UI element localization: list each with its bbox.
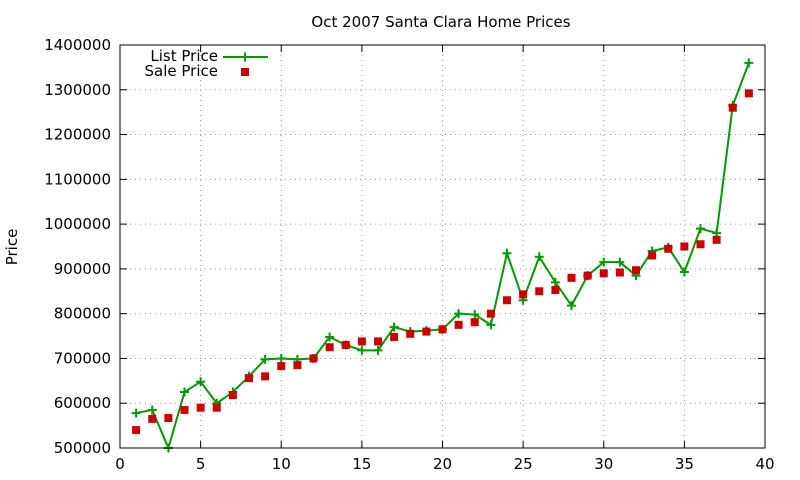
list-price-point <box>470 310 480 320</box>
sale-price-point <box>341 341 350 350</box>
y-tick-label: 1400000 <box>44 36 111 54</box>
list-price-point <box>696 224 705 234</box>
list-price-point <box>502 248 512 258</box>
list-price-point <box>550 277 560 287</box>
x-tick-label: 30 <box>594 455 613 473</box>
sale-price-point <box>744 89 753 98</box>
list-price-point <box>276 353 286 363</box>
sale-price-point <box>325 343 334 352</box>
y-tick-label: 1100000 <box>44 170 111 188</box>
series <box>131 58 754 453</box>
sale-price-point <box>148 414 157 423</box>
legend-marker-sale-price <box>241 68 249 76</box>
sale-price-point <box>615 268 624 277</box>
y-axis-label: Price <box>3 229 21 266</box>
sale-price-point <box>261 372 270 381</box>
sale-price-point <box>293 361 302 370</box>
sale-price-point <box>422 327 431 336</box>
sale-price-point <box>470 318 479 327</box>
sale-price-point <box>245 374 253 383</box>
sale-price-point <box>486 309 495 318</box>
sale-price-point <box>438 325 447 334</box>
sale-price-point <box>454 320 463 329</box>
sale-price-point <box>664 244 673 253</box>
sale-price-point <box>567 273 576 282</box>
sale-price-point <box>519 290 528 299</box>
axis-ticks: 500000 600000 700000 800000 900000 1000000 110… <box>44 36 774 473</box>
x-tick-label: 40 <box>755 455 774 473</box>
sale-price-point <box>164 413 173 422</box>
sale-price-point <box>696 240 705 249</box>
sale-price-point <box>180 405 189 414</box>
x-tick-label: 0 <box>115 455 125 473</box>
list-price-point <box>131 408 141 418</box>
x-tick-label: 5 <box>196 455 206 473</box>
sale-price-point <box>406 329 415 338</box>
x-tick-label: 10 <box>272 455 291 473</box>
list-price-point <box>679 267 689 277</box>
list-price-point <box>147 405 157 415</box>
plot-frame <box>119 44 766 449</box>
list-price-point <box>454 309 464 319</box>
sale-price-point <box>277 362 286 371</box>
sale-price-point <box>583 271 592 280</box>
sale-price-point <box>648 251 657 260</box>
list-price-point <box>534 252 544 262</box>
sale-price-point <box>390 332 399 341</box>
list-price-point <box>486 320 496 330</box>
list-price-point <box>599 257 609 267</box>
list-price-point <box>744 58 754 68</box>
y-tick-label: 500000 <box>54 439 111 457</box>
series-sale-price <box>132 89 753 435</box>
y-tick-label: 700000 <box>54 349 111 367</box>
list-price-point <box>260 354 270 364</box>
x-tick-label: 15 <box>352 455 371 473</box>
list-price-point <box>180 387 189 397</box>
sale-price-point <box>632 266 640 275</box>
sale-price-point <box>599 269 608 278</box>
x-tick-label: 20 <box>433 455 452 473</box>
y-tick-label: 1200000 <box>44 126 111 144</box>
sale-price-point <box>212 403 221 412</box>
x-tick-label: 35 <box>675 455 694 473</box>
legend-label-sale-price: Sale Price <box>145 62 218 80</box>
sale-price-point <box>357 337 366 346</box>
list-price-point <box>389 322 399 332</box>
x-tick-label: 25 <box>514 455 533 473</box>
sale-price-point <box>551 285 560 294</box>
y-tick-label: 900000 <box>54 260 111 278</box>
legend-item-sale-price: Sale Price <box>145 62 249 80</box>
y-tick-label: 1300000 <box>44 81 111 99</box>
legend-marker-list-price <box>240 52 250 62</box>
list-price-point <box>357 345 367 355</box>
list-price-point <box>373 345 383 355</box>
sale-price-point <box>374 337 382 346</box>
sale-price-point <box>728 103 737 112</box>
chart-title: Oct 2007 Santa Clara Home Prices <box>311 13 570 31</box>
sale-price-point <box>309 354 318 363</box>
list-price-point <box>196 377 206 387</box>
sale-price-point <box>132 426 141 435</box>
legend-item-list-price: List Price <box>150 47 268 65</box>
y-tick-label: 600000 <box>54 394 111 412</box>
sale-price-point <box>680 242 689 251</box>
legend: List Price Sale Price <box>145 47 268 80</box>
list-price-point <box>567 301 576 311</box>
sale-price-point <box>228 391 237 400</box>
y-tick-label: 1000000 <box>44 215 111 233</box>
legend-label-list-price: List Price <box>150 47 218 65</box>
list-price-point <box>325 332 335 342</box>
y-tick-label: 800000 <box>54 305 111 323</box>
list-price-point <box>615 257 625 267</box>
sale-price-point <box>196 403 205 412</box>
sale-price-point <box>712 235 721 244</box>
sale-price-point <box>503 296 511 305</box>
sale-price-point <box>535 287 544 296</box>
